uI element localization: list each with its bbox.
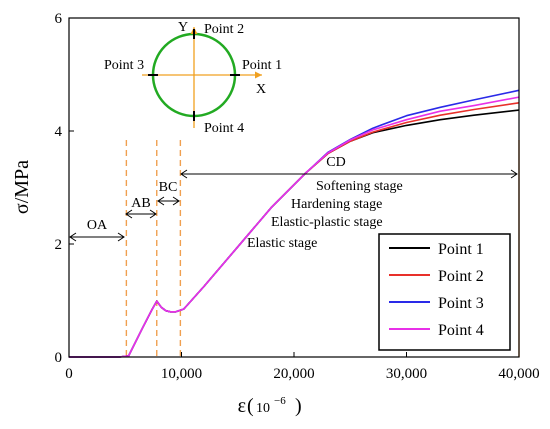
x-tick-label: 20,000 — [273, 366, 314, 382]
legend-box — [378, 233, 511, 351]
inset-axes — [142, 27, 262, 128]
x-tick-label: 10,000 — [161, 366, 202, 382]
inset-y-label: Y — [178, 20, 188, 35]
elastic-stage-text: Elastic stage — [247, 236, 317, 251]
legend-label-point-1: Point 1 — [438, 241, 484, 258]
inset-point-4-label: Point 4 — [204, 121, 244, 136]
x-axis-unit-base: 10 — [256, 401, 270, 416]
y-tick-label: 2 — [55, 237, 63, 253]
stage-annotations: OA AB BC CD Softening stage Hardening st… — [69, 155, 518, 251]
specimen-inset: Y X Point 1 Point 2 Point 3 Point 4 — [104, 20, 282, 136]
stage-label-cd: CD — [326, 155, 345, 170]
x-axis-unit-exponent: −6 — [274, 395, 286, 407]
y-axis-label: σ/MPa — [11, 160, 33, 214]
y-tick-label: 4 — [55, 124, 63, 140]
x-axis-label: ε ( 10 −6 ) — [238, 395, 302, 417]
stage-arrows — [69, 169, 518, 242]
y-tick-label: 6 — [55, 11, 63, 27]
stage-label-ab: AB — [131, 196, 150, 211]
legend: Point 1 Point 2 Point 3 Point 4 — [378, 233, 511, 351]
inset-point-1-label: Point 1 — [242, 58, 282, 73]
legend-label-point-3: Point 3 — [438, 295, 484, 312]
elastic-plastic-stage-text: Elastic-plastic stage — [271, 215, 383, 230]
inset-point-3-label: Point 3 — [104, 58, 144, 73]
softening-stage-text: Softening stage — [316, 179, 403, 194]
tick-labels: 0 10,000 20,000 30,000 40,000 0 2 4 6 — [55, 11, 540, 382]
series-lines — [69, 89, 520, 358]
x-tick-label: 0 — [65, 366, 73, 382]
x-axis-label-symbol: ε — [238, 395, 246, 417]
legend-label-point-2: Point 2 — [438, 268, 484, 285]
x-axis-label-open-paren: ( — [247, 395, 254, 417]
series-line-point-4 — [69, 96, 520, 358]
axes — [68, 17, 520, 358]
inset-point-2-label: Point 2 — [204, 22, 244, 37]
stage-label-oa: OA — [87, 218, 108, 233]
inset-x-label: X — [256, 82, 266, 97]
hardening-stage-text: Hardening stage — [291, 197, 382, 212]
x-tick-label: 30,000 — [386, 366, 427, 382]
x-tick-label: 40,000 — [498, 366, 539, 382]
legend-label-point-4: Point 4 — [438, 322, 484, 339]
inset-x-arrow-icon — [255, 71, 262, 79]
inset-point-marks — [148, 29, 240, 121]
x-axis-label-close-paren: ) — [295, 395, 302, 417]
y-tick-label: 0 — [55, 350, 63, 366]
stage-label-bc: BC — [159, 180, 178, 195]
